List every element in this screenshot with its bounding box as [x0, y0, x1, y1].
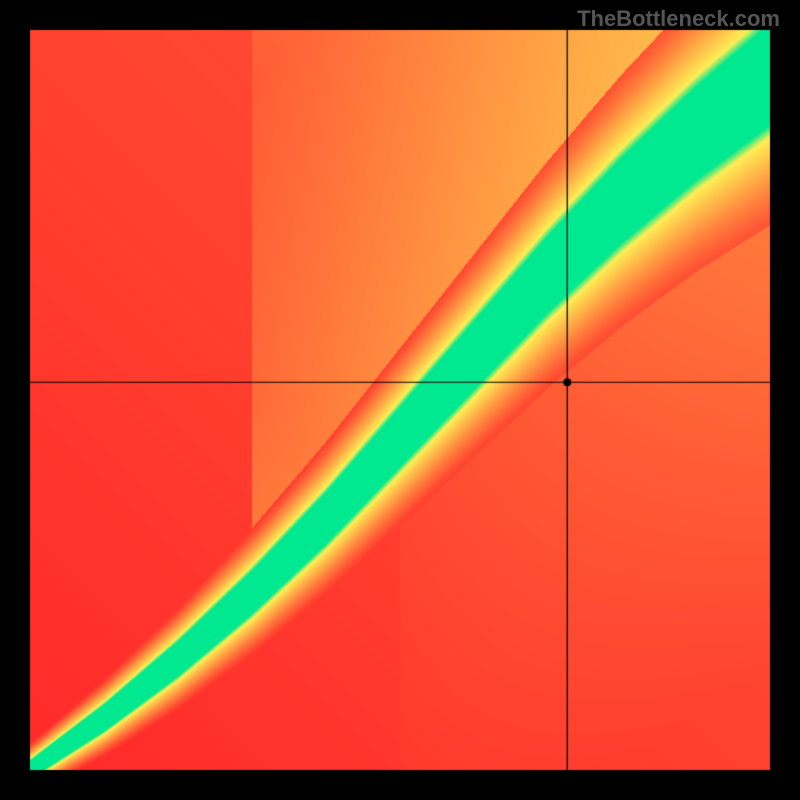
watermark-text: TheBottleneck.com [577, 6, 780, 32]
chart-container: TheBottleneck.com [0, 0, 800, 800]
heatmap-canvas [0, 0, 800, 800]
